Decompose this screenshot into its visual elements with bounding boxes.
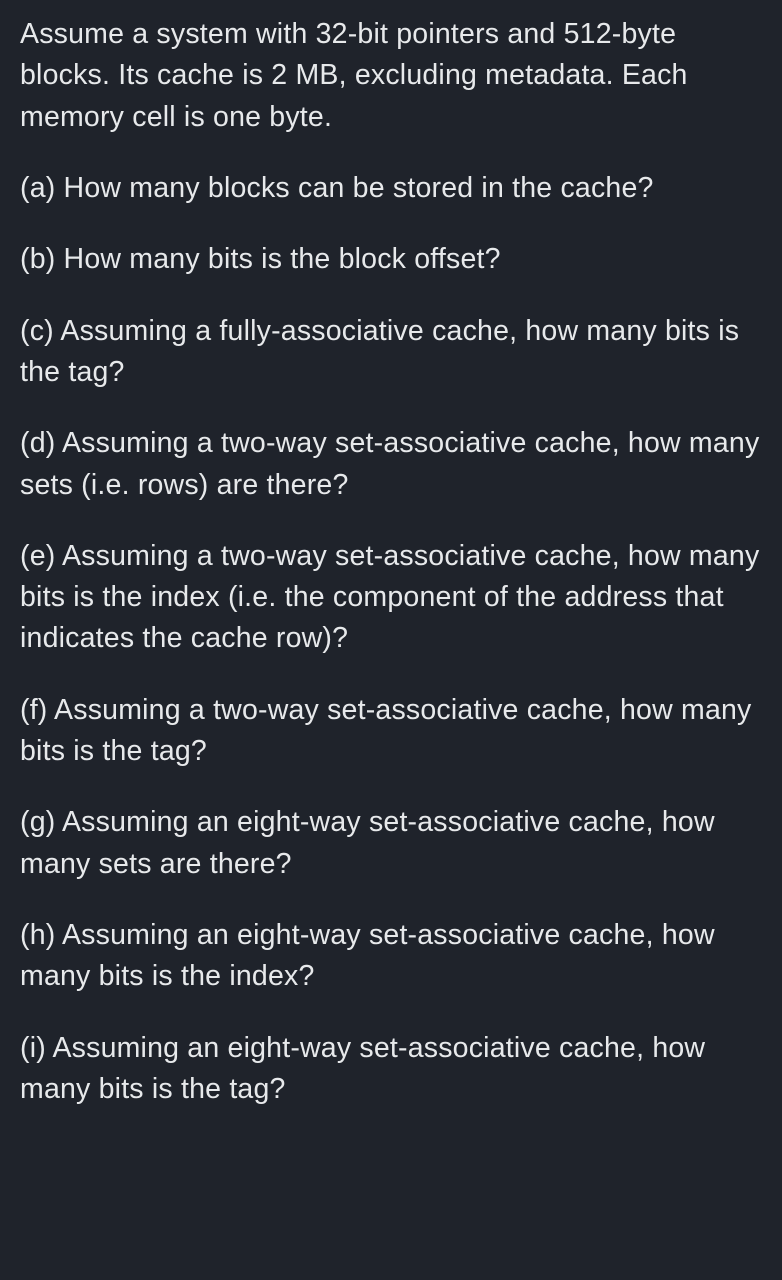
intro-paragraph: Assume a system with 32-bit pointers and…	[20, 14, 762, 138]
question-d: (d) Assuming a two-way set-associative c…	[20, 423, 762, 506]
question-e: (e) Assuming a two-way set-associative c…	[20, 536, 762, 660]
question-h: (h) Assuming an eight-way set-associativ…	[20, 915, 762, 998]
question-g: (g) Assuming an eight-way set-associativ…	[20, 802, 762, 885]
question-page: Assume a system with 32-bit pointers and…	[0, 0, 782, 1280]
question-c: (c) Assuming a fully-associative cache, …	[20, 311, 762, 394]
question-a: (a) How many blocks can be stored in the…	[20, 168, 762, 209]
question-b: (b) How many bits is the block offset?	[20, 239, 762, 280]
question-i: (i) Assuming an eight-way set-associativ…	[20, 1028, 762, 1111]
question-f: (f) Assuming a two-way set-associative c…	[20, 690, 762, 773]
